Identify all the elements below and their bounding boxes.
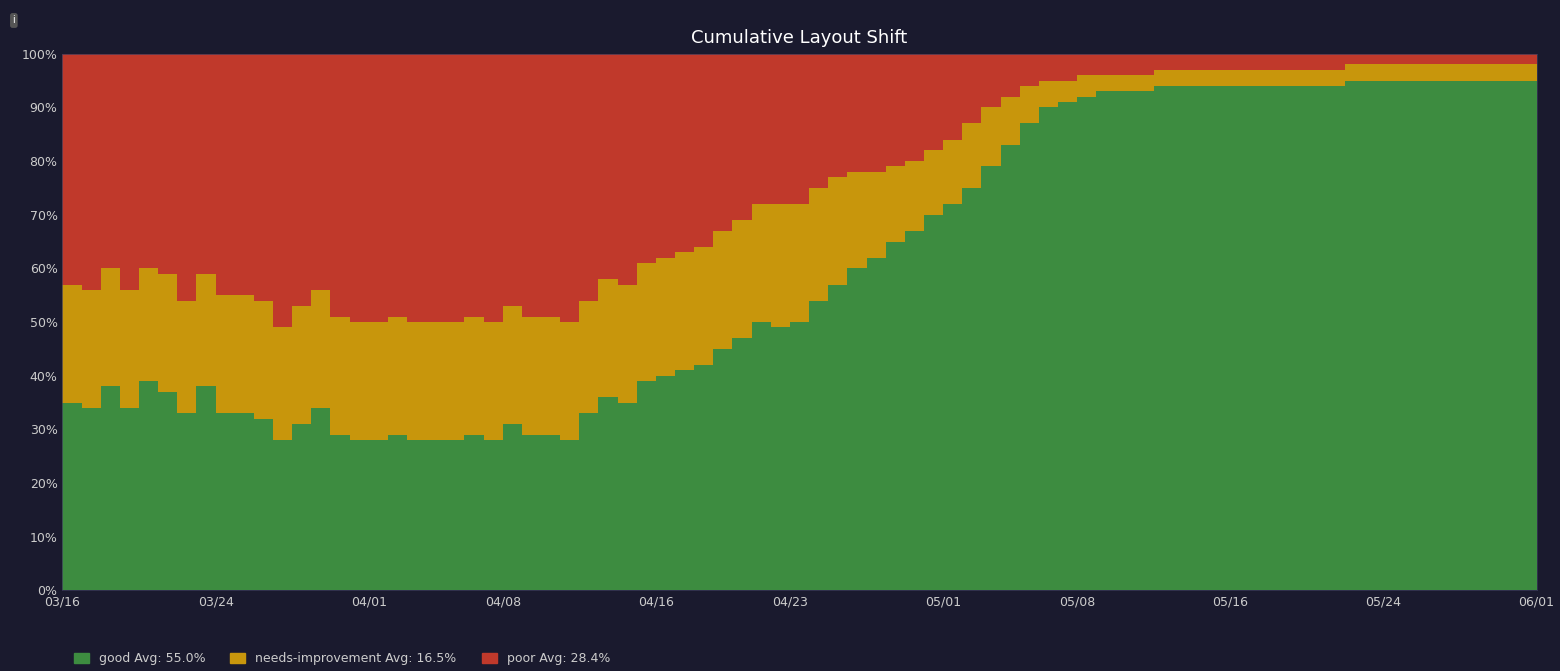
Title: Cumulative Layout Shift: Cumulative Layout Shift: [691, 29, 908, 46]
Legend: good Avg: 55.0%, needs-improvement Avg: 16.5%, poor Avg: 28.4%: good Avg: 55.0%, needs-improvement Avg: …: [69, 647, 615, 670]
Text: i: i: [12, 15, 16, 25]
